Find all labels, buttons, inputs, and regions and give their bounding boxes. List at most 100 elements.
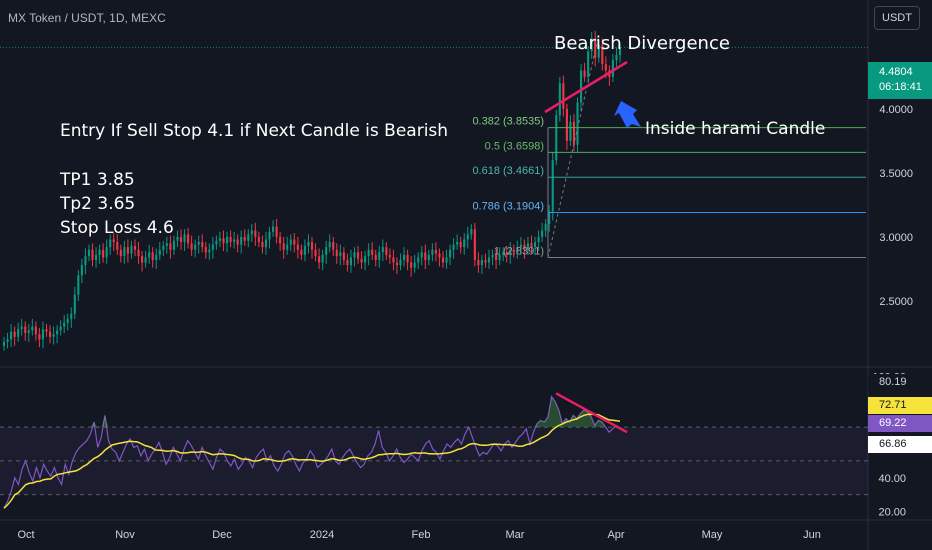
candle-body [194, 244, 197, 250]
candle-body [339, 252, 342, 257]
candle-body [438, 253, 441, 258]
candle-body [611, 60, 614, 77]
candle-body [59, 326, 62, 331]
candle-body [604, 64, 607, 71]
candle-body [349, 257, 353, 266]
candle-body [523, 244, 526, 250]
candle-body [310, 242, 314, 250]
candle-body [271, 226, 275, 232]
time-axis-label: May [702, 529, 723, 541]
candle-body [480, 259, 483, 266]
candle-body [296, 244, 299, 250]
candle-body [342, 252, 345, 260]
candle-body [179, 236, 183, 243]
time-axis-label: Mar [506, 529, 525, 541]
candle-body [420, 252, 423, 258]
candle-body [77, 275, 80, 295]
entry-note: Entry If Sell Stop 4.1 if Next Candle is… [60, 121, 449, 141]
candle-body [293, 239, 296, 245]
candle-body [27, 330, 30, 333]
candle-body [183, 234, 186, 243]
candle-body [10, 331, 13, 340]
rsi-axis-label: 40.00 [878, 473, 906, 485]
candle-body [225, 236, 229, 244]
candle-body [594, 38, 597, 58]
candle-body [24, 326, 27, 333]
candle-body [441, 257, 445, 263]
candle-body [70, 313, 73, 319]
candle-body [558, 83, 561, 116]
candle-body [45, 329, 48, 332]
candle-body [84, 256, 87, 266]
candle-body [526, 243, 530, 250]
candle-body [303, 245, 306, 255]
price-axis-label: 4.0000 [879, 104, 913, 116]
time-axis-label: Nov [115, 529, 135, 541]
candle-body [325, 247, 328, 255]
candle-body [579, 70, 583, 103]
candle-body [211, 244, 214, 250]
candle-body [109, 239, 112, 248]
candle-body [364, 256, 367, 263]
bar-countdown: 06:18:41 [879, 81, 922, 93]
candle-body [484, 259, 487, 263]
rsi-divergence-line [555, 392, 628, 434]
rsi-overbought-fill [4, 396, 620, 428]
candle-body [533, 242, 537, 248]
divergence-label: Bearish Divergence [554, 33, 730, 54]
candle-body [190, 243, 193, 250]
candle-body [123, 247, 126, 257]
candle-body [321, 254, 324, 263]
candle-body [133, 245, 137, 250]
candle-body [413, 262, 416, 268]
price-axis-label: 3.0000 [879, 232, 913, 244]
candle-body [572, 121, 576, 145]
time-axis-label: 2024 [310, 529, 334, 541]
candle-body [544, 224, 547, 231]
candle-body [583, 70, 586, 77]
candle-body [597, 44, 600, 58]
candle-body [233, 239, 236, 243]
candle-body [247, 234, 250, 241]
tp2-note: Tp2 3.65 [60, 194, 136, 214]
rsi-ma-line [3, 413, 621, 509]
candle-body [41, 329, 45, 340]
candle-body [360, 258, 363, 263]
fib-level-label: 0.382 (3.8535) [472, 116, 544, 128]
candle-body [222, 238, 225, 244]
candle-body [427, 254, 430, 260]
candle-body [282, 243, 285, 250]
candle-body [204, 247, 207, 253]
candle-body [356, 252, 360, 259]
candle-body [87, 249, 91, 257]
last-price: 4.4804 [879, 66, 913, 78]
candle-body [80, 265, 83, 276]
candle-body [289, 239, 292, 245]
candle-body [105, 247, 108, 258]
candle-body [201, 242, 204, 248]
candle-body [615, 55, 618, 61]
rsi-line [3, 395, 621, 509]
fib-level-label: 0.618 (3.4661) [472, 165, 544, 177]
candle-body [34, 326, 37, 335]
candle-body [73, 294, 76, 314]
time-axis-label: Feb [412, 529, 431, 541]
candle-body [487, 257, 491, 263]
candle-body [130, 245, 133, 254]
rsi-ma-tag: 72.71 [868, 397, 932, 414]
fib-level-label: 0.786 (3.1904) [472, 201, 544, 213]
fib-level-label: 1 (2.8391) [494, 246, 544, 258]
candle-body [158, 249, 161, 255]
candle-body [126, 247, 129, 254]
candle-body [406, 254, 409, 263]
candle-body [470, 229, 473, 235]
time-axis-label: Dec [212, 529, 232, 541]
candle-body [537, 236, 540, 243]
candle-body [148, 252, 151, 258]
currency-button[interactable]: USDT [874, 6, 920, 30]
candle-body [91, 249, 94, 260]
candle-body [452, 244, 455, 250]
candle-body [176, 236, 179, 241]
candle-body [466, 234, 469, 240]
